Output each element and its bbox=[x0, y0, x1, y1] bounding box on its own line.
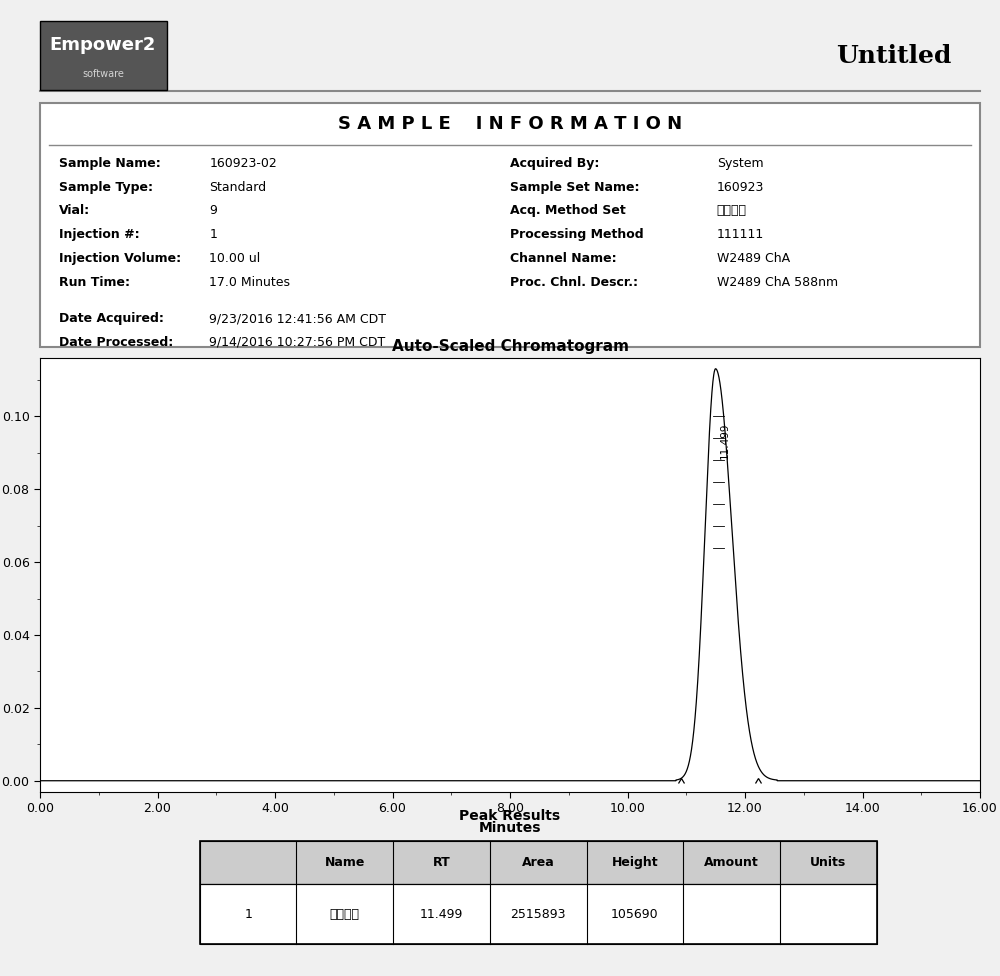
Text: 10.00 ul: 10.00 ul bbox=[209, 252, 260, 265]
Text: 1: 1 bbox=[209, 228, 217, 241]
FancyBboxPatch shape bbox=[40, 103, 980, 346]
Text: Standard: Standard bbox=[209, 181, 266, 193]
Text: Empower2: Empower2 bbox=[50, 36, 156, 54]
Text: S A M P L E    I N F O R M A T I O N: S A M P L E I N F O R M A T I O N bbox=[338, 115, 682, 134]
Text: Units: Units bbox=[810, 856, 846, 870]
Text: Vial:: Vial: bbox=[59, 205, 90, 218]
Text: System: System bbox=[717, 157, 763, 170]
FancyBboxPatch shape bbox=[200, 841, 877, 884]
FancyBboxPatch shape bbox=[40, 20, 167, 91]
Text: 160923-02: 160923-02 bbox=[209, 157, 277, 170]
Text: Peak Results: Peak Results bbox=[459, 809, 561, 823]
Text: Channel Name:: Channel Name: bbox=[510, 252, 617, 265]
Text: Processing Method: Processing Method bbox=[510, 228, 644, 241]
Text: Sample Name:: Sample Name: bbox=[59, 157, 161, 170]
Text: Acq. Method Set: Acq. Method Set bbox=[510, 205, 626, 218]
FancyBboxPatch shape bbox=[200, 884, 877, 944]
Text: Date Processed:: Date Processed: bbox=[59, 336, 173, 348]
X-axis label: Minutes: Minutes bbox=[479, 821, 541, 834]
Text: 9: 9 bbox=[209, 205, 217, 218]
Text: W2489 ChA: W2489 ChA bbox=[717, 252, 790, 265]
Text: 金丝桃素: 金丝桃素 bbox=[330, 908, 360, 920]
Title: Auto-Scaled Chromatogram: Auto-Scaled Chromatogram bbox=[392, 340, 629, 354]
Text: Name: Name bbox=[325, 856, 365, 870]
Text: Date Acquired:: Date Acquired: bbox=[59, 312, 164, 325]
Text: 1: 1 bbox=[244, 908, 252, 920]
Text: Area: Area bbox=[522, 856, 555, 870]
Text: 9/14/2016 10:27:56 PM CDT: 9/14/2016 10:27:56 PM CDT bbox=[209, 336, 385, 348]
Text: Untitled: Untitled bbox=[836, 44, 952, 67]
Text: RT: RT bbox=[433, 856, 450, 870]
Text: software: software bbox=[82, 68, 124, 79]
Text: Injection #:: Injection #: bbox=[59, 228, 139, 241]
Text: Proc. Chnl. Descr.:: Proc. Chnl. Descr.: bbox=[510, 276, 638, 289]
Text: Sample Type:: Sample Type: bbox=[59, 181, 153, 193]
Text: 17.0 Minutes: 17.0 Minutes bbox=[209, 276, 290, 289]
Text: 111111: 111111 bbox=[717, 228, 764, 241]
Text: 11.499: 11.499 bbox=[420, 908, 463, 920]
Text: 105690: 105690 bbox=[611, 908, 659, 920]
Text: 160923: 160923 bbox=[717, 181, 764, 193]
Text: Height: Height bbox=[612, 856, 658, 870]
Text: 9/23/2016 12:41:56 AM CDT: 9/23/2016 12:41:56 AM CDT bbox=[209, 312, 386, 325]
Text: Sample Set Name:: Sample Set Name: bbox=[510, 181, 640, 193]
Text: W2489 ChA 588nm: W2489 ChA 588nm bbox=[717, 276, 838, 289]
Text: Acquired By:: Acquired By: bbox=[510, 157, 599, 170]
Text: 金丝桃素: 金丝桃素 bbox=[717, 205, 747, 218]
Text: Injection Volume:: Injection Volume: bbox=[59, 252, 181, 265]
Text: Amount: Amount bbox=[704, 856, 759, 870]
Text: 2515893: 2515893 bbox=[510, 908, 566, 920]
Text: Run Time:: Run Time: bbox=[59, 276, 130, 289]
Text: 11.499: 11.499 bbox=[720, 423, 730, 459]
